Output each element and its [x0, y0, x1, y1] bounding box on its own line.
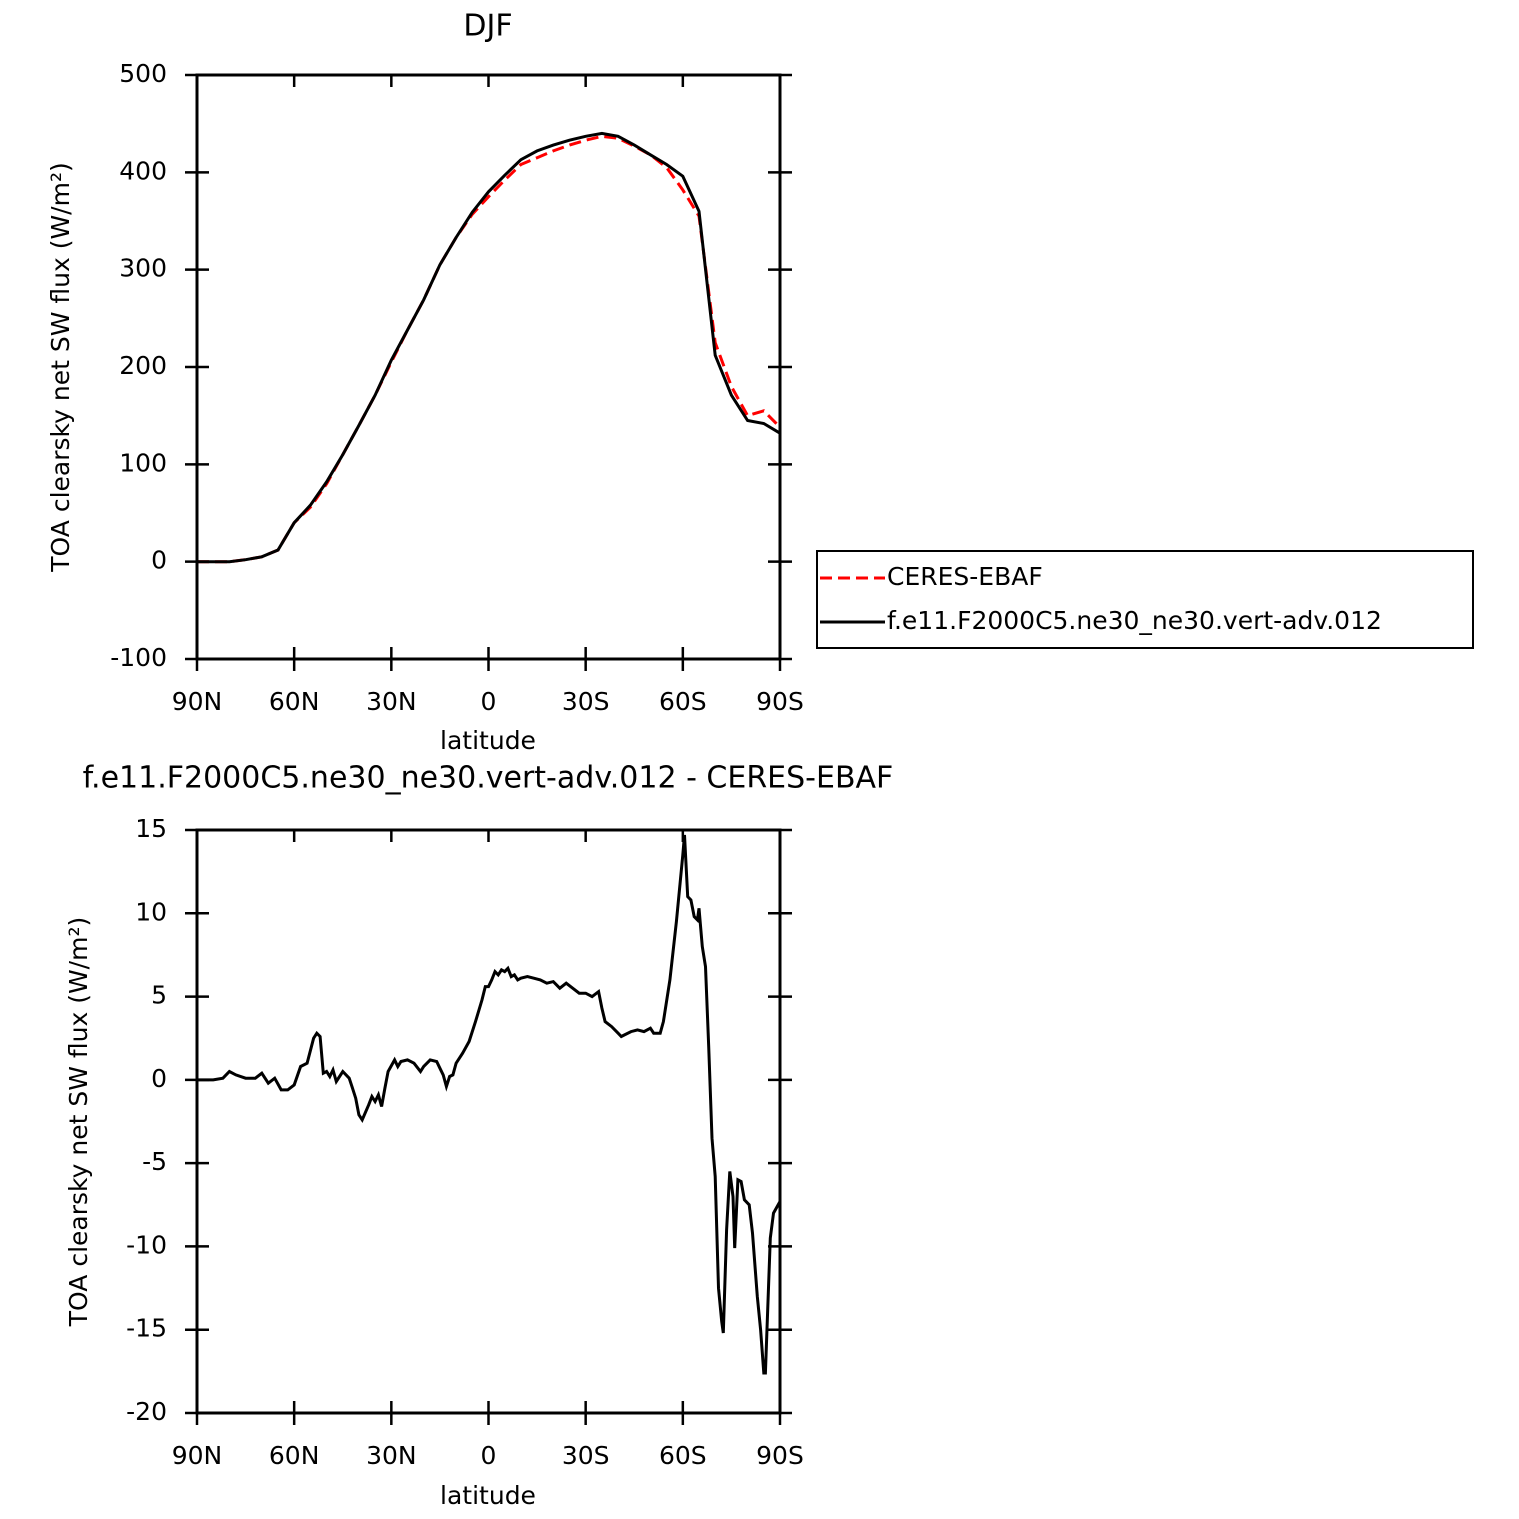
x-tick-label: 60N	[269, 1441, 320, 1470]
y-tick-label: 200	[119, 351, 167, 380]
y-tick-label: -10	[126, 1230, 167, 1259]
y-tick-label: 10	[135, 897, 167, 926]
x-tick-label: 0	[481, 1441, 497, 1470]
y-tick-label: -5	[142, 1147, 167, 1176]
plot-frame	[195, 73, 782, 661]
data-line	[197, 834, 782, 1375]
y-tick-label: -20	[126, 1397, 167, 1426]
x-tick-label: 90N	[172, 687, 223, 716]
y-tick-label: 400	[119, 156, 167, 185]
x-tick-label: 30S	[562, 1441, 610, 1470]
x-tick-label: 0	[481, 687, 497, 716]
y-tick-label: 0	[151, 546, 167, 575]
x-tick-label: 90N	[172, 1441, 223, 1470]
x-tick-label: 90S	[756, 1441, 804, 1470]
x-tick-label: 30N	[366, 687, 417, 716]
y-tick-label: 500	[119, 59, 167, 88]
x-tick-label: 60S	[659, 1441, 707, 1470]
legend-label: f.e11.F2000C5.ne30_ne30.vert-adv.012	[887, 606, 1382, 635]
legend-box	[816, 550, 1474, 649]
x-tick-label: 60N	[269, 687, 320, 716]
y-tick-label: -100	[110, 643, 167, 672]
x-axis-label: latitude	[440, 1481, 536, 1510]
plot-frame	[195, 828, 782, 1415]
x-tick-label: 30N	[366, 1441, 417, 1470]
y-tick-label: 15	[135, 814, 167, 843]
x-tick-label: 30S	[562, 687, 610, 716]
x-tick-label: 60S	[659, 687, 707, 716]
y-tick-label: 100	[119, 448, 167, 477]
y-tick-label: 5	[151, 981, 167, 1010]
x-axis-label: latitude	[440, 726, 536, 755]
y-tick-label: 0	[151, 1064, 167, 1093]
x-tick-label: 90S	[756, 687, 804, 716]
chart-title: DJF	[463, 9, 512, 44]
chart-title: f.e11.F2000C5.ne30_ne30.vert-adv.012 - C…	[83, 761, 894, 796]
y-tick-label: -15	[126, 1314, 167, 1343]
legend-label: CERES-EBAF	[887, 562, 1043, 591]
y-axis-label: TOA clearsky net SW flux (W/m²)	[46, 162, 75, 572]
y-tick-label: 300	[119, 254, 167, 283]
y-axis-label: TOA clearsky net SW flux (W/m²)	[64, 917, 93, 1327]
data-line	[197, 131, 781, 564]
